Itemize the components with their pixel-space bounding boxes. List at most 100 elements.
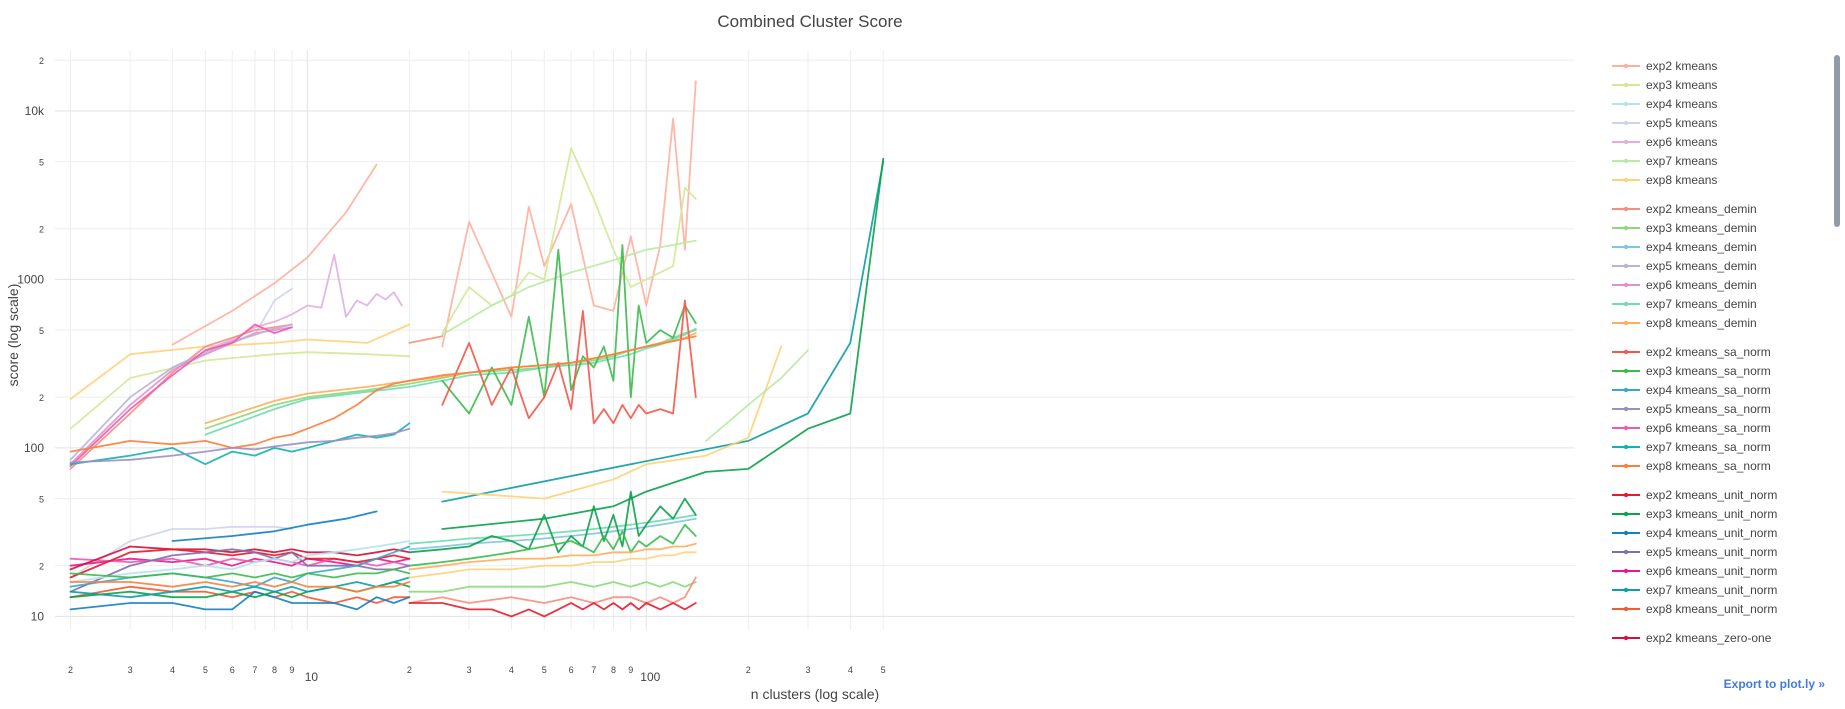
- series-line-33[interactable]: [69, 540, 411, 583]
- legend-item[interactable]: exp7 kmeans: [1612, 154, 1717, 168]
- legend-marker: [1623, 101, 1629, 107]
- legend-item[interactable]: exp4 kmeans: [1612, 97, 1717, 111]
- y-minor-tick-label: 2: [39, 393, 44, 403]
- y-major-tick-label: 10k: [25, 104, 45, 118]
- legend-item[interactable]: exp4 kmeans_unit_norm: [1612, 526, 1777, 540]
- legend-label: exp7 kmeans_demin: [1646, 297, 1757, 311]
- legend-item[interactable]: exp6 kmeans_unit_norm: [1612, 564, 1777, 578]
- legend-label: exp3 kmeans_sa_norm: [1646, 364, 1771, 378]
- legend-label: exp7 kmeans_sa_norm: [1646, 440, 1771, 454]
- legend-marker: [1623, 530, 1629, 536]
- legend-marker: [1623, 82, 1629, 88]
- series-line-42[interactable]: [408, 490, 697, 554]
- y-minor-tick-label: 2: [39, 562, 44, 572]
- legend-item[interactable]: exp2 kmeans_unit_norm: [1612, 488, 1777, 502]
- series-line-0[interactable]: [69, 323, 411, 400]
- legend-marker: [1623, 177, 1629, 183]
- legend-item[interactable]: exp7 kmeans_demin: [1612, 297, 1757, 311]
- series-line-45[interactable]: [408, 551, 697, 579]
- series-line-4[interactable]: [204, 253, 403, 352]
- legend-item[interactable]: exp4 kmeans_demin: [1612, 240, 1757, 254]
- legend-marker: [1623, 444, 1629, 450]
- legend-item[interactable]: exp7 kmeans_unit_norm: [1612, 583, 1777, 597]
- series-line-20[interactable]: [408, 335, 444, 344]
- series-line-48[interactable]: [408, 602, 697, 618]
- legend-item[interactable]: exp6 kmeans_demin: [1612, 278, 1757, 292]
- legend-label: exp8 kmeans_sa_norm: [1646, 459, 1771, 473]
- series-line-10[interactable]: [441, 147, 697, 335]
- series-line-15[interactable]: [441, 244, 697, 415]
- legend-item[interactable]: exp6 kmeans_sa_norm: [1612, 421, 1771, 435]
- x-minor-tick-label: 8: [272, 665, 277, 675]
- legend-marker: [1623, 463, 1629, 469]
- legend-marker: [1623, 139, 1629, 145]
- legend-item[interactable]: exp3 kmeans_demin: [1612, 221, 1757, 235]
- series-line-43[interactable]: [408, 523, 697, 567]
- series-line-26[interactable]: [171, 510, 378, 542]
- series-line-11[interactable]: [441, 239, 697, 336]
- grid-lines: [55, 50, 1575, 630]
- series-line-8[interactable]: [69, 323, 293, 468]
- legend-item[interactable]: exp5 kmeans_sa_norm: [1612, 402, 1771, 416]
- series-line-1[interactable]: [69, 351, 411, 430]
- series-line-37[interactable]: [69, 576, 411, 599]
- x-minor-tick-label: 9: [628, 665, 633, 675]
- legend-marker: [1623, 225, 1629, 231]
- series-line-16[interactable]: [441, 299, 697, 425]
- y-major-tick-label: 100: [24, 441, 44, 455]
- legend-marker: [1623, 635, 1629, 641]
- series-line-23[interactable]: [441, 345, 783, 500]
- legend-label: exp6 kmeans_demin: [1646, 278, 1757, 292]
- series-line-21[interactable]: [441, 160, 885, 503]
- legend-item[interactable]: exp2 kmeans_zero-one: [1612, 631, 1772, 645]
- series-line-18[interactable]: [69, 422, 411, 466]
- x-major-tick-label: 100: [640, 670, 660, 684]
- series-line-19[interactable]: [69, 427, 411, 464]
- series-line-47[interactable]: [408, 576, 697, 604]
- export-to-plotly-link[interactable]: Export to plot.ly »: [1723, 677, 1825, 691]
- x-minor-tick-label: 2: [407, 665, 412, 675]
- chart-title: Combined Cluster Score: [717, 12, 902, 31]
- x-minor-tick-label: 4: [509, 665, 514, 675]
- series-line-5[interactable]: [69, 323, 293, 470]
- x-minor-tick-label: 2: [68, 665, 73, 675]
- legend-item[interactable]: exp8 kmeans_demin: [1612, 316, 1757, 330]
- series-line-7[interactable]: [69, 323, 293, 461]
- legend-label: exp3 kmeans: [1646, 78, 1717, 92]
- series-line-44[interactable]: [408, 542, 697, 571]
- legend-item[interactable]: exp5 kmeans_unit_norm: [1612, 545, 1777, 559]
- series-line-24[interactable]: [705, 349, 809, 442]
- legend-item[interactable]: exp2 kmeans_demin: [1612, 202, 1757, 216]
- legend-item[interactable]: exp3 kmeans_unit_norm: [1612, 507, 1777, 521]
- series-line-2[interactable]: [171, 163, 378, 346]
- legend-item[interactable]: exp5 kmeans_demin: [1612, 259, 1757, 273]
- legend-scrollbar[interactable]: [1834, 55, 1840, 227]
- legend-item[interactable]: exp2 kmeans: [1612, 59, 1717, 73]
- series-line-22[interactable]: [441, 157, 885, 530]
- series-line-46[interactable]: [408, 581, 697, 593]
- legend-item[interactable]: exp3 kmeans: [1612, 78, 1717, 92]
- x-minor-tick-label: 3: [467, 665, 472, 675]
- legend-item[interactable]: exp8 kmeans_sa_norm: [1612, 459, 1771, 473]
- series-line-40[interactable]: [408, 514, 697, 545]
- legend-marker: [1623, 63, 1629, 69]
- series-line-35[interactable]: [69, 590, 411, 611]
- legend-item[interactable]: exp3 kmeans_sa_norm: [1612, 364, 1771, 378]
- series-line-9[interactable]: [441, 80, 697, 348]
- legend-item[interactable]: exp8 kmeans_unit_norm: [1612, 602, 1777, 616]
- legend-item[interactable]: exp5 kmeans: [1612, 116, 1717, 130]
- x-axis-title: n clusters (log scale): [751, 686, 879, 702]
- series-line-38[interactable]: [69, 581, 411, 593]
- legend-item[interactable]: exp2 kmeans_sa_norm: [1612, 345, 1771, 359]
- x-minor-tick-label: 2: [746, 665, 751, 675]
- legend-label: exp8 kmeans: [1646, 173, 1717, 187]
- legend-item[interactable]: exp7 kmeans_sa_norm: [1612, 440, 1771, 454]
- series-line-13[interactable]: [204, 327, 697, 436]
- series-line-25[interactable]: [69, 525, 293, 579]
- series-line-39[interactable]: [69, 568, 411, 579]
- legend-item[interactable]: exp8 kmeans: [1612, 173, 1717, 187]
- legend-item[interactable]: exp6 kmeans: [1612, 135, 1717, 149]
- series-line-31[interactable]: [69, 548, 411, 593]
- legend-item[interactable]: exp4 kmeans_sa_norm: [1612, 383, 1771, 397]
- legend-label: exp3 kmeans_demin: [1646, 221, 1757, 235]
